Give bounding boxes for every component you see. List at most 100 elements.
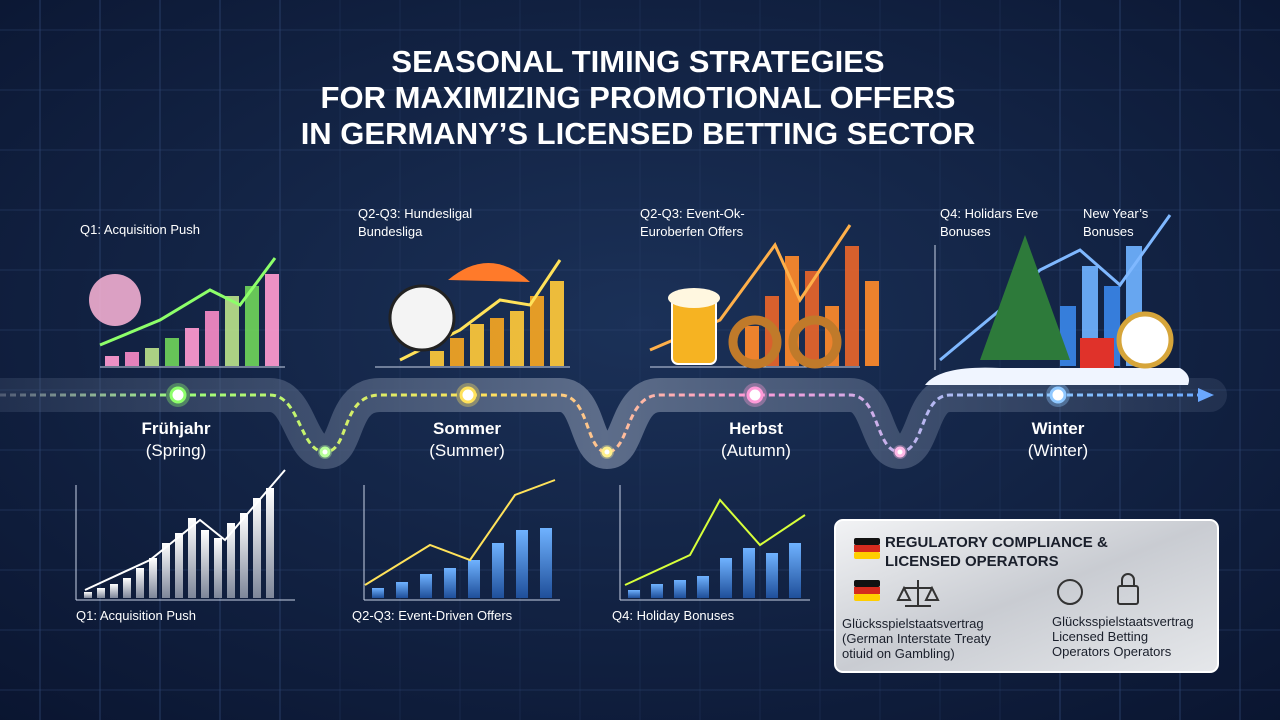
- tree: [980, 235, 1070, 360]
- illustration-bar: [490, 318, 504, 366]
- node: [1049, 386, 1067, 404]
- illustration-bar: [145, 348, 159, 366]
- trend: [364, 479, 556, 586]
- illustration-bar: [492, 543, 504, 598]
- season-sub: (Winter): [1028, 441, 1088, 460]
- season-name: Herbst: [729, 419, 783, 438]
- illustration-bar: [185, 328, 199, 366]
- illustration-bar: [444, 568, 456, 598]
- illustration-bar: [84, 592, 92, 598]
- arrow-head: [1198, 388, 1214, 402]
- panel-line: (German Interstate Treaty: [842, 631, 991, 646]
- caption: Q1: Acquisition Push: [76, 608, 196, 623]
- foam: [668, 288, 720, 308]
- flag-stripe: [854, 552, 880, 559]
- caption: Euroberfen Offers: [640, 224, 744, 239]
- illustration-bar: [540, 528, 552, 598]
- panel-line: Glücksspielstaatsvertrag: [842, 616, 984, 631]
- node: [169, 386, 187, 404]
- illustration-bar: [430, 351, 444, 366]
- panel-line: otiuid on Gambling): [842, 646, 955, 661]
- node: [894, 446, 906, 458]
- node: [746, 386, 764, 404]
- caption: Bundesliga: [358, 224, 423, 239]
- trend: [99, 257, 277, 347]
- illustration-bar: [240, 513, 248, 598]
- illustration-bar: [468, 560, 480, 598]
- illustration-bar: [227, 523, 235, 598]
- illustration-bar: [396, 582, 408, 598]
- illustration-bar: [789, 543, 801, 598]
- flag-stripe: [854, 545, 880, 552]
- season-name: Winter: [1032, 419, 1085, 438]
- umbrella: [448, 262, 530, 282]
- illustration-bar: [628, 590, 640, 598]
- illustration-bar: [516, 530, 528, 598]
- illustration-bar: [766, 553, 778, 598]
- caption: Q2-Q3: Hundesligal: [358, 206, 472, 221]
- season-sub: (Autumn): [721, 441, 791, 460]
- illustration-bar: [530, 296, 544, 366]
- caption: Bonuses: [940, 224, 991, 239]
- panel-line: Licensed Betting: [1052, 629, 1148, 644]
- snow: [925, 367, 1189, 385]
- trend: [624, 498, 806, 586]
- flag-stripe: [854, 538, 880, 545]
- illustration-bar: [470, 324, 484, 366]
- panel-title-line: REGULATORY COMPLIANCE &: [885, 534, 1108, 551]
- illustration-bar: [450, 338, 464, 366]
- panel-title: REGULATORY COMPLIANCE & LICENSED OPERATO…: [885, 534, 1108, 570]
- season-name: Sommer: [433, 419, 501, 438]
- node: [601, 446, 613, 458]
- illustration-bar: [651, 584, 663, 598]
- caption: Q1: Acquisition Push: [80, 222, 200, 237]
- title-line: IN GERMANY’S LICENSED BETTING SECTOR: [301, 116, 976, 151]
- title-line: FOR MAXIMIZING PROMOTIONAL OFFERS: [321, 80, 956, 115]
- illustration-bar: [865, 281, 879, 366]
- clock: [1116, 311, 1174, 369]
- illustration-bar: [123, 578, 131, 598]
- flag-stripe: [854, 594, 880, 601]
- title-line: SEASONAL TIMING STRATEGIES: [391, 44, 884, 79]
- season-name: Frühjahr: [142, 419, 211, 438]
- blossom: [89, 274, 141, 326]
- illustration-bar: [188, 518, 196, 598]
- panel-line: Glücksspielstaatsvertrag: [1052, 614, 1194, 629]
- node: [319, 446, 331, 458]
- node: [459, 386, 477, 404]
- panel-text: Glücksspielstaatsvertrag (German Interst…: [842, 614, 1194, 661]
- caption: Q2-Q3: Event-Driven Offers: [352, 608, 513, 623]
- title: SEASONAL TIMING STRATEGIES FOR MAXIMIZIN…: [301, 44, 976, 151]
- illustration-bar: [175, 533, 183, 598]
- illustration-bar: [136, 568, 144, 598]
- illustration-bar: [110, 584, 118, 598]
- padlock-shackle: [1121, 573, 1135, 586]
- illustration-bar: [162, 543, 170, 598]
- season-sub: (Summer): [429, 441, 505, 460]
- illustration-bar: [845, 246, 859, 366]
- pretzel: [788, 315, 842, 369]
- scales-icon: [896, 580, 940, 607]
- caption: Q2-Q3: Event-Ok-: [640, 206, 745, 221]
- illustration-bar: [165, 338, 179, 366]
- trend: [84, 469, 286, 591]
- pretzel: [728, 315, 782, 369]
- trend: [939, 214, 1172, 362]
- illustration-bar: [105, 356, 119, 366]
- panel-icons: [854, 538, 1139, 607]
- compliance-panel: REGULATORY COMPLIANCE & LICENSED OPERATO…: [834, 519, 1219, 673]
- illustration-bar: [201, 530, 209, 598]
- illustration-bar: [253, 498, 261, 598]
- illustration-bar: [550, 281, 564, 366]
- panel-title-line: LICENSED OPERATORS: [885, 553, 1059, 570]
- illustration-bar: [214, 538, 222, 598]
- gift: [1080, 338, 1114, 368]
- illustration-bar: [743, 548, 755, 598]
- caption: Bonuses: [1083, 224, 1134, 239]
- seasons: Frühjahr (Spring) Sommer (Summer) Herbst…: [142, 419, 1089, 460]
- illustration-bar: [149, 558, 157, 598]
- football: [388, 284, 456, 352]
- caption: New Year’s: [1083, 206, 1149, 221]
- illustration-bar: [372, 588, 384, 598]
- illustration-bar: [720, 558, 732, 598]
